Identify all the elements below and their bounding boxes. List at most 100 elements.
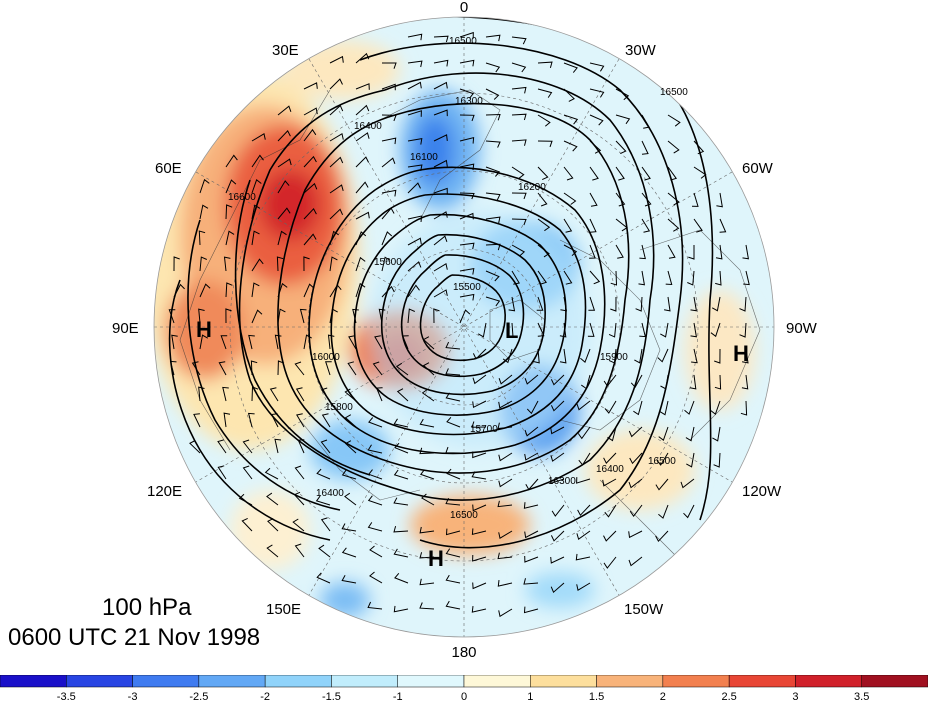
wind-barb: [641, 166, 651, 181]
wind-barb: [497, 552, 513, 560]
wind-barb: [603, 556, 617, 569]
wind-barb: [251, 178, 262, 194]
wind-barb: [710, 400, 721, 416]
wind-barb: [250, 360, 258, 376]
wind-barb: [550, 477, 565, 484]
wind-barb: [690, 296, 698, 312]
wind-barb: [355, 211, 370, 220]
wind-barb: [687, 270, 695, 286]
map-disk: [154, 17, 774, 637]
wind-barb: [375, 387, 383, 402]
contour-label: 15600: [374, 257, 402, 268]
map-border: [153, 16, 775, 638]
wind-barb: [344, 414, 357, 428]
wind-barb: [419, 418, 435, 428]
wind-barb: [303, 334, 312, 350]
wind-barb: [634, 348, 643, 364]
wind-barb: [251, 309, 263, 324]
wind-barb: [171, 334, 178, 350]
wind-barb: [303, 283, 315, 298]
contour-label: 16300: [455, 96, 483, 107]
wind-barb: [433, 81, 448, 90]
wind-barb: [657, 348, 669, 363]
wind-barb: [218, 361, 227, 376]
wind-barb: [524, 555, 539, 563]
colorbar-tick-label: 2: [660, 691, 666, 702]
colorbar-box: [0, 675, 67, 688]
wind-barb: [394, 442, 409, 454]
wind-barb: [689, 374, 697, 390]
wind-barb: [550, 556, 565, 564]
wind-barb: [422, 336, 435, 350]
wind-barb: [608, 348, 617, 364]
wind-barb: [563, 244, 578, 257]
wind-barb: [199, 334, 209, 350]
wind-barb: [537, 61, 553, 69]
wind-barb: [716, 192, 723, 208]
wind-barb: [266, 544, 279, 558]
wind-barb: [251, 386, 259, 402]
wind-barb: [667, 166, 678, 181]
wind-barb: [222, 386, 229, 402]
wind-barb: [615, 114, 631, 125]
wind-barb: [247, 412, 255, 428]
wind-barb: [459, 136, 475, 144]
wind-barb: [477, 322, 487, 338]
wind-barb: [225, 230, 235, 246]
colorbar-tick-label: -3: [128, 691, 138, 702]
wind-barb: [714, 374, 722, 390]
wind-barb: [173, 256, 180, 272]
wind-barb: [498, 400, 513, 409]
wind-barb: [498, 608, 513, 618]
wind-barb: [381, 114, 397, 122]
wind-barb: [422, 362, 435, 376]
wind-barb: [685, 426, 695, 442]
wind-barb: [472, 374, 487, 385]
wind-barb: [607, 426, 617, 442]
wind-barb: [419, 469, 435, 480]
wind-barb: [741, 374, 749, 390]
wind-barb: [407, 110, 422, 117]
wind-barb: [419, 578, 435, 586]
wind-barb: [537, 88, 553, 98]
wind-barb: [277, 308, 286, 324]
wind-barb: [497, 500, 513, 508]
wind-barb: [303, 82, 318, 90]
wind-barb: [639, 322, 646, 338]
wind-barb: [459, 114, 475, 122]
wind-barb: [419, 526, 435, 534]
wind-barb: [367, 444, 383, 454]
wind-barb: [712, 426, 721, 442]
wind-barb: [576, 582, 591, 591]
wind-barb: [303, 128, 317, 142]
lon-label-150w: 150W: [624, 601, 664, 618]
wind-barb: [251, 204, 261, 220]
wind-barb: [511, 62, 527, 73]
wind-barb: [604, 504, 617, 518]
wind-barb: [325, 361, 332, 376]
wind-barb: [615, 88, 630, 101]
wind-barb: [511, 166, 525, 179]
wind-barb: [459, 309, 471, 324]
wind-barb: [715, 244, 723, 260]
wind-barb: [445, 341, 461, 350]
wind-barb: [485, 166, 501, 177]
wind-barb: [472, 582, 487, 590]
wind-barb: [277, 105, 292, 116]
contour-label: 16500: [648, 456, 676, 467]
wind-barb: [459, 163, 475, 171]
wind-barb: [299, 308, 307, 324]
wind-barb: [686, 452, 695, 468]
wind-barb: [502, 348, 513, 364]
wind-barb: [303, 155, 317, 168]
wind-barb: [294, 465, 305, 480]
wind-barb: [421, 493, 435, 506]
wind-barb: [344, 388, 357, 402]
wind-barb: [524, 374, 539, 385]
wind-barb: [511, 113, 527, 121]
wind-barb: [471, 421, 487, 428]
wind-barb: [559, 322, 567, 338]
wind-barb: [537, 322, 545, 337]
wind-barb: [508, 296, 516, 312]
lon-label-30w: 30W: [625, 42, 657, 59]
